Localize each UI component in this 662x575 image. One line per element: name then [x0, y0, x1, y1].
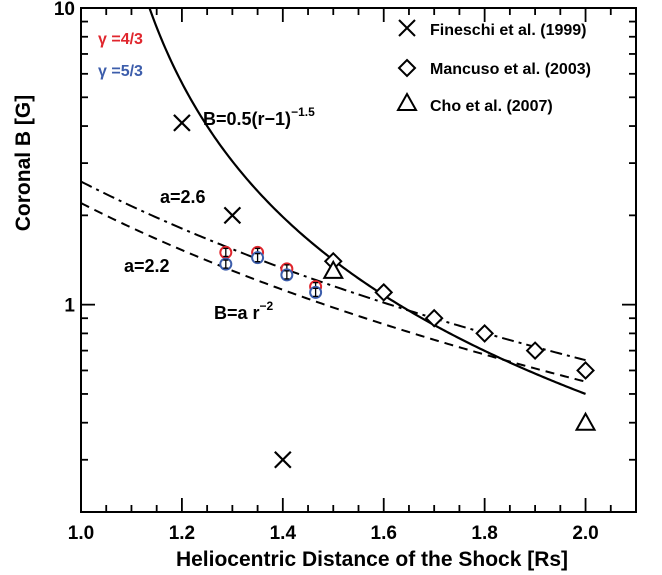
marker-circle-4-1: [251, 251, 265, 265]
curve-label-a-2-6: a=2.6: [160, 187, 206, 207]
legend-fineschi: Fineschi et al. (1999): [430, 22, 587, 39]
y-tick-label: 10: [54, 0, 75, 20]
curve-label-a-2-2: a=2.2: [124, 256, 170, 276]
legend: Fineschi et al. (1999) Mancuso et al. (2…: [396, 19, 591, 115]
marker-diamond-1-4: [525, 341, 545, 361]
marker-triangle-2-1: [574, 411, 597, 431]
marker-circle-4-3: [309, 285, 323, 299]
legend-gamma-43: γ =4/3: [98, 31, 143, 48]
x-axis-title: Heliocentric Distance of the Shock [Rs]: [176, 548, 568, 571]
legend-mancuso: Mancuso et al. (2003): [430, 61, 591, 78]
marker-triangle-2-0: [322, 259, 344, 279]
x-tick-label: 1.8: [471, 523, 497, 544]
curve-a-2-2: [80, 202, 586, 383]
legend-gamma-53: γ =5/3: [98, 63, 143, 80]
marker-circle-4-2: [280, 268, 294, 282]
y-axis-title: Coronal B [G]: [12, 95, 35, 232]
model-formula-exponent: −2: [260, 299, 274, 313]
x-tick-label: 2.0: [572, 523, 598, 544]
x-tick-label: 1.0: [68, 523, 94, 544]
marker-diamond-1-5: [576, 361, 595, 380]
marker-x-0-1: [223, 206, 242, 225]
marker-diamond-1-3: [475, 323, 495, 343]
legend-marker-x: [398, 19, 416, 37]
model-curves: [80, 7, 586, 395]
data-markers: [173, 114, 597, 469]
marker-diamond-1-1: [374, 282, 394, 302]
x-tick-label: 1.2: [169, 523, 195, 544]
curve-dipole-model: [148, 7, 586, 395]
marker-x-0-0: [173, 114, 191, 132]
x-tick-label: 1.4: [270, 523, 297, 544]
tick-labels: 1.0 1.2 1.4 1.6 1.8 2.0 1 10: [54, 0, 599, 544]
marker-circle-4-0: [219, 257, 233, 271]
model-formula-text: B=a r: [214, 303, 260, 323]
legend-cho: Cho et al. (2007): [430, 98, 553, 115]
curve-label-dipole: B=0.5(r−1)−1.5: [203, 105, 315, 129]
curve-a-2-6: [80, 180, 586, 362]
axis-ticks: [80, 7, 637, 513]
legend-marker-triangle: [396, 91, 418, 111]
curve-label-dipole-exponent: −1.5: [291, 105, 315, 119]
legend-marker-diamond: [397, 58, 417, 78]
model-formula-label: B=a r−2: [214, 299, 274, 323]
marker-x-0-2: [274, 450, 292, 469]
y-tick-label: 1: [64, 296, 75, 317]
x-tick-label: 1.6: [371, 523, 397, 544]
marker-diamond-1-2: [424, 308, 444, 328]
marker-circle-3-0: [219, 245, 233, 259]
curve-label-dipole-text: B=0.5(r−1): [203, 109, 291, 129]
